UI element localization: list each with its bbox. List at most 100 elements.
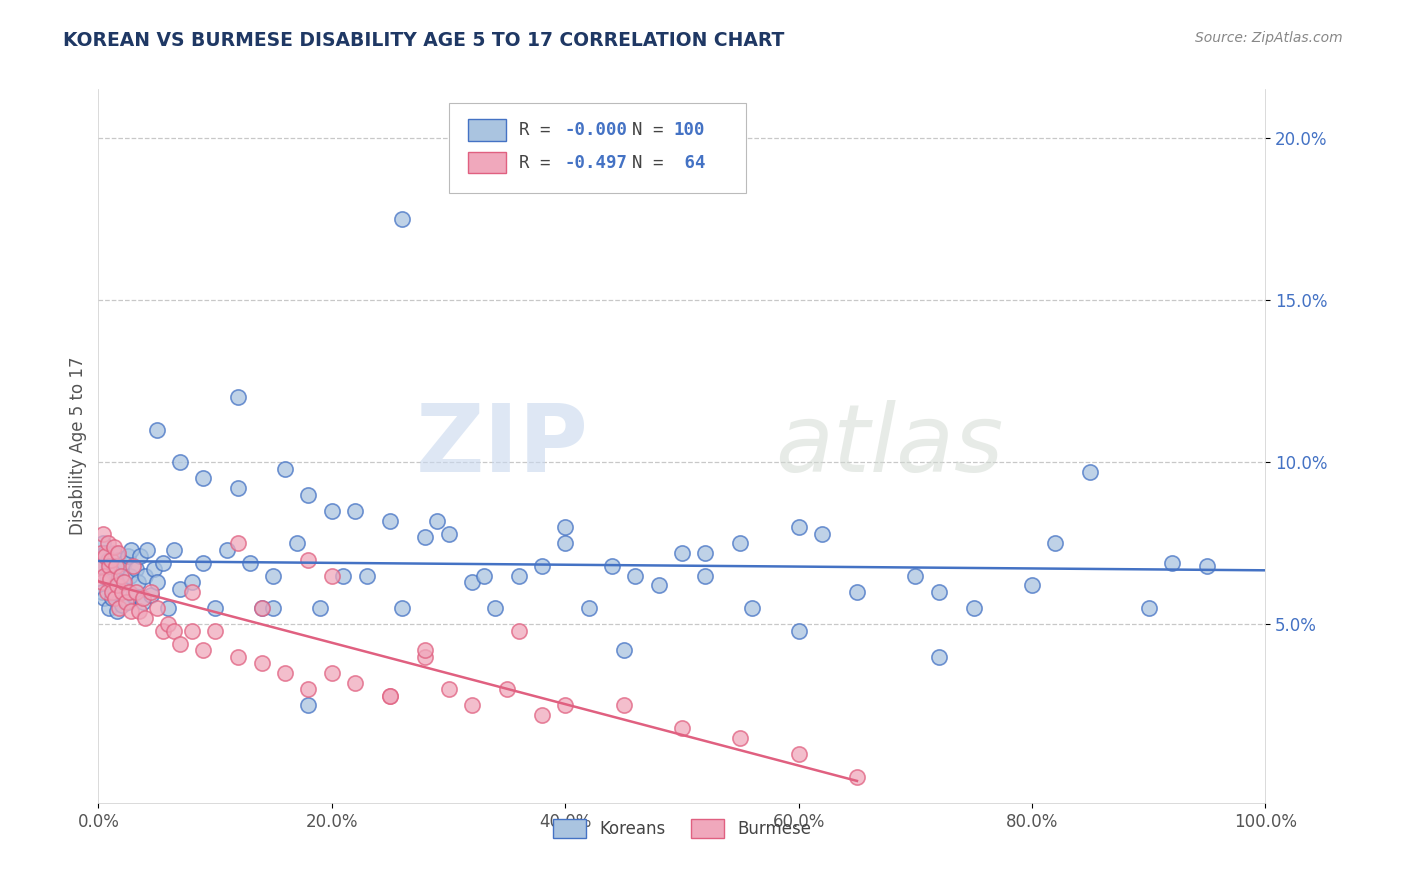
Point	[437, 526, 460, 541]
Point	[107, 552, 129, 566]
Text: N =: N =	[631, 153, 673, 171]
Point	[105, 604, 128, 618]
Point	[129, 549, 152, 564]
Point	[1137, 601, 1160, 615]
Point	[93, 591, 115, 606]
Point	[496, 682, 519, 697]
Point	[111, 598, 134, 612]
Point	[730, 731, 752, 745]
Text: atlas: atlas	[775, 401, 1004, 491]
FancyBboxPatch shape	[449, 103, 747, 193]
Point	[100, 552, 122, 566]
Point	[472, 568, 495, 582]
Point	[152, 624, 174, 638]
Point	[169, 637, 191, 651]
Point	[741, 601, 763, 615]
Point	[846, 770, 869, 784]
Point	[297, 682, 319, 697]
Point	[250, 657, 273, 671]
Point	[125, 562, 148, 576]
Point	[508, 568, 530, 582]
Point	[111, 585, 134, 599]
Point	[97, 601, 120, 615]
Point	[321, 568, 343, 582]
Text: 100: 100	[673, 121, 706, 139]
Point	[157, 617, 180, 632]
Point	[321, 504, 343, 518]
Point	[101, 591, 124, 606]
Point	[787, 747, 810, 761]
Point	[228, 649, 250, 664]
Text: 64: 64	[673, 153, 706, 171]
Point	[103, 546, 125, 560]
Point	[132, 595, 155, 609]
Point	[112, 575, 135, 590]
Point	[508, 624, 530, 638]
Point	[309, 601, 332, 615]
Point	[356, 568, 378, 582]
Point	[146, 575, 169, 590]
Point	[578, 601, 600, 615]
Point	[128, 604, 150, 618]
Point	[193, 556, 215, 570]
Point	[1195, 559, 1218, 574]
Point	[413, 643, 436, 657]
Point	[380, 689, 402, 703]
Point	[624, 568, 647, 582]
Point	[1080, 465, 1102, 479]
Point	[228, 536, 250, 550]
Point	[122, 588, 145, 602]
Point	[380, 514, 402, 528]
Point	[94, 546, 117, 560]
Point	[846, 585, 869, 599]
Point	[105, 578, 128, 592]
Point	[101, 585, 124, 599]
Point	[297, 488, 319, 502]
Text: ZIP: ZIP	[416, 400, 589, 492]
Text: KOREAN VS BURMESE DISABILITY AGE 5 TO 17 CORRELATION CHART: KOREAN VS BURMESE DISABILITY AGE 5 TO 17…	[63, 31, 785, 50]
Point	[112, 556, 135, 570]
Point	[695, 568, 717, 582]
Point	[134, 611, 156, 625]
Point	[146, 601, 169, 615]
Point	[461, 575, 484, 590]
Point	[180, 624, 202, 638]
Point	[90, 585, 112, 599]
Point	[110, 568, 132, 582]
Point	[613, 698, 636, 713]
FancyBboxPatch shape	[468, 152, 506, 173]
Legend: Koreans, Burmese: Koreans, Burmese	[546, 812, 818, 845]
Point	[297, 552, 319, 566]
Point	[1045, 536, 1067, 550]
Point	[695, 546, 717, 560]
Point	[104, 566, 127, 580]
Point	[152, 556, 174, 570]
Point	[530, 708, 553, 723]
Point	[120, 604, 142, 618]
Point	[262, 568, 284, 582]
Point	[204, 601, 226, 615]
Point	[98, 572, 121, 586]
Point	[120, 542, 142, 557]
Point	[554, 520, 576, 534]
Point	[297, 698, 319, 713]
Point	[332, 568, 354, 582]
Point	[118, 585, 141, 599]
Point	[344, 675, 367, 690]
Point	[204, 624, 226, 638]
Point	[437, 682, 460, 697]
Point	[110, 559, 132, 574]
Point	[671, 721, 693, 735]
Point	[127, 575, 149, 590]
Point	[285, 536, 308, 550]
Point	[484, 601, 506, 615]
Point	[96, 585, 118, 599]
Point	[730, 536, 752, 550]
Point	[811, 526, 834, 541]
Point	[89, 559, 111, 574]
Text: N =: N =	[631, 121, 673, 139]
Point	[647, 578, 669, 592]
Point	[554, 536, 576, 550]
Point	[104, 585, 127, 599]
Text: -0.497: -0.497	[564, 153, 627, 171]
